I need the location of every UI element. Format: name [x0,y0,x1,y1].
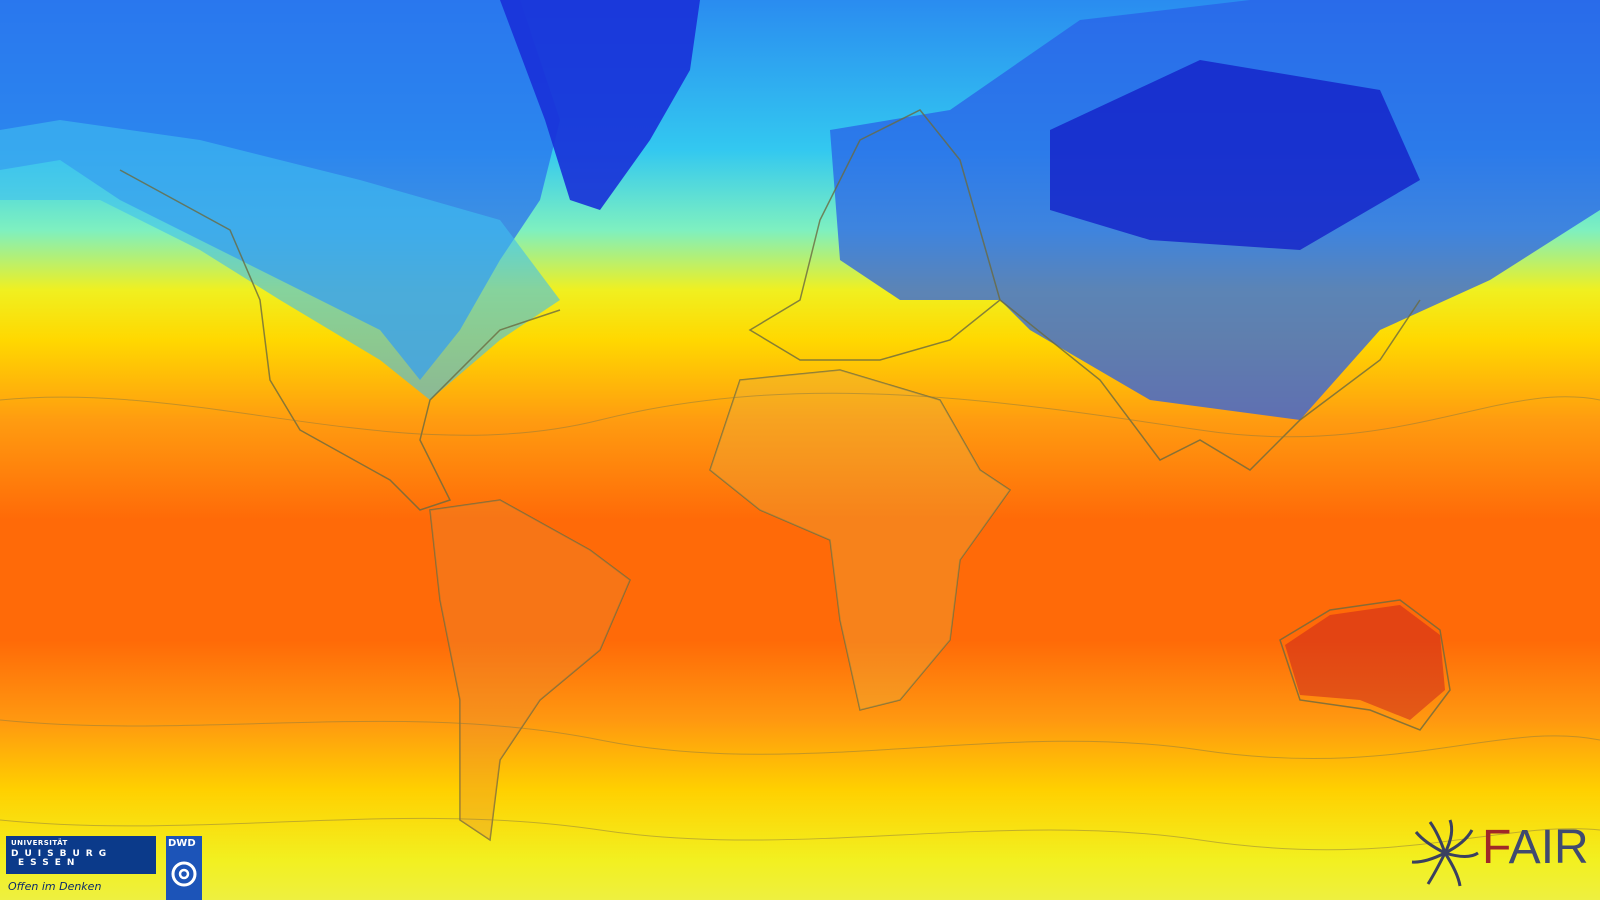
fair-text: FAIR [1482,821,1589,874]
logo-text: UNIVERSITÄT [11,839,68,847]
logo-text: ESSEN [18,858,81,868]
sunburst-icon [1411,819,1479,887]
south-america-outline [429,499,631,842]
asia-outline [999,299,1421,471]
logo-text: DUISBURG [11,849,113,859]
europe-outline [748,109,1001,361]
isotherm-line [0,817,1600,851]
north-america-outline [119,169,561,511]
siberia-coldest [1050,60,1420,250]
africa-land [710,370,1010,710]
university-tagline: Offen im Denken [8,880,102,893]
dwd-logo: DWD [166,836,202,900]
university-duisburg-essen-logo: UNIVERSITÄT DUISBURG ESSEN [6,836,156,874]
isotherm-line [0,719,1600,760]
spiral-icon [171,861,197,887]
fair-logo: FAIR [1410,818,1600,888]
dwd-text: DWD [168,838,196,849]
africa-outline [709,369,1012,711]
isotherm-line [0,392,1600,438]
south-america-land [430,500,630,840]
australia-outline [1279,599,1451,731]
greenland [500,0,700,210]
australia-hot [1285,605,1445,720]
canada-cool [0,120,560,400]
